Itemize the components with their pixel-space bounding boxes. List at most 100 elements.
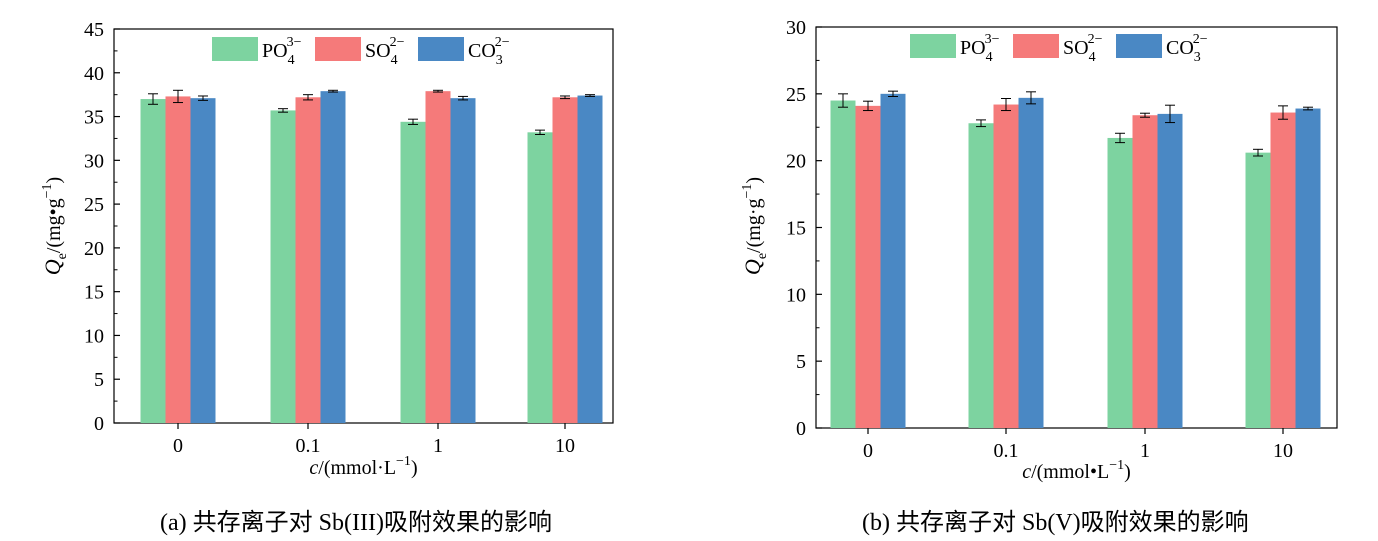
x-tick-label: 1 (433, 435, 443, 457)
bar-so-3 (552, 97, 578, 423)
x-axis-title-close: ) (1124, 461, 1131, 483)
bar-so-3 (1270, 112, 1296, 429)
legend-label-co: CO3 2− (1166, 32, 1208, 65)
x-axis-title: c/(mmol·L−1) (309, 454, 417, 479)
x-axis-title-var: c (1022, 461, 1031, 483)
legend-sup: 2− (1088, 32, 1103, 47)
legend-swatch-co (1116, 34, 1162, 58)
legend-label-co: CO3 2− (468, 35, 510, 68)
legend-sup: 2− (390, 35, 405, 50)
y-tick-label: 40 (84, 63, 104, 85)
x-axis-title-unit: /(mmol·L (318, 457, 396, 479)
legend-swatch-po (910, 34, 956, 58)
y-tick-label: 20 (786, 151, 806, 173)
bar-po-1 (270, 110, 296, 423)
y-axis-title-unit: /(mg·g (743, 199, 765, 253)
y-tick-label: 0 (94, 413, 104, 435)
x-tick-label: 1 (1140, 440, 1150, 462)
y-axis-title-sub: e (55, 253, 70, 259)
x-axis-title-unit: /(mmol•L (1031, 461, 1109, 483)
y-tick-label: 15 (786, 218, 806, 240)
legend-base: PO (262, 40, 288, 62)
bar-co-1 (320, 91, 346, 424)
legend-base: CO (468, 40, 496, 62)
bar-so-1 (993, 104, 1019, 428)
y-tick-label: 5 (94, 369, 104, 391)
y-tick-label: 45 (84, 19, 104, 41)
bar-so-2 (425, 91, 451, 424)
bar-so-0 (855, 105, 881, 428)
y-tick-label: 10 (84, 325, 104, 347)
legend-sup: 2− (1193, 32, 1208, 47)
bar-po-3 (1245, 152, 1271, 428)
y-tick-label: 15 (84, 282, 104, 304)
y-axis-title: Qe/(mg·g−1) (740, 177, 770, 275)
caption-b: (b) 共存离子对 Sb(V)吸附效果的影响 (862, 510, 1249, 536)
x-tick-label: 0 (173, 435, 183, 457)
legend-sub: 3 (1194, 50, 1201, 65)
legend-label-po: PO4 3− (960, 32, 1000, 65)
legend-sub: 4 (1089, 50, 1096, 65)
legend-swatch-so (1013, 34, 1059, 58)
legend-base: PO (960, 37, 986, 59)
bar-po-1 (968, 123, 994, 429)
bar-po-0 (830, 100, 856, 429)
bar-po-0 (140, 99, 166, 424)
bar-so-0 (165, 96, 191, 423)
bar-so-2 (1132, 115, 1158, 428)
bar-co-3 (1295, 108, 1321, 428)
x-axis-title-sup: −1 (1109, 458, 1124, 473)
x-tick-label: 10 (555, 435, 575, 457)
bar-po-2 (1107, 137, 1133, 428)
legend-base: CO (1166, 37, 1194, 59)
legend-sub: 4 (288, 53, 295, 68)
bar-co-0 (190, 98, 216, 424)
legend-sub: 4 (986, 50, 993, 65)
bar-co-2 (450, 98, 476, 424)
y-axis-title: Qe/(mg•g−1) (40, 177, 70, 275)
y-axis-title-close: ) (43, 177, 65, 184)
legend-swatch-co (418, 37, 464, 61)
bar-so-1 (295, 97, 321, 423)
legend-label-so: SO4 2− (1063, 32, 1103, 65)
x-tick-label: 0.1 (994, 440, 1019, 462)
bar-po-2 (400, 121, 426, 423)
legend-sup: 2− (495, 35, 510, 50)
legend-swatch-po (212, 37, 258, 61)
y-axis-title-var: Q (740, 259, 765, 275)
x-tick-label: 0 (863, 440, 873, 462)
x-tick-label: 10 (1273, 440, 1293, 462)
x-axis-title-sup: −1 (396, 454, 411, 469)
legend-sup: 3− (985, 32, 1000, 47)
legend-sup: 3− (287, 35, 302, 50)
y-axis-title-close: ) (743, 177, 765, 184)
y-tick-label: 20 (84, 238, 104, 260)
y-tick-label: 30 (84, 150, 104, 172)
legend-sub: 3 (496, 53, 503, 68)
y-axis-title-var: Q (40, 259, 65, 275)
bar-po-3 (527, 132, 553, 423)
x-axis-title: c/(mmol•L−1) (1022, 458, 1131, 483)
legend-swatch-so (315, 37, 361, 61)
y-axis-title-sub: e (755, 253, 770, 259)
y-axis-title-sup: −1 (40, 183, 55, 198)
y-tick-label: 5 (796, 351, 806, 373)
bar-co-1 (1018, 97, 1044, 429)
y-tick-label: 35 (84, 107, 104, 129)
caption-a: (a) 共存离子对 Sb(III)吸附效果的影响 (160, 510, 552, 536)
x-axis-title-var: c (309, 457, 318, 479)
y-tick-label: 10 (786, 284, 806, 306)
legend-label-so: SO4 2− (365, 35, 405, 68)
y-tick-label: 25 (786, 84, 806, 106)
x-axis-title-close: ) (411, 457, 418, 479)
bar-co-2 (1157, 113, 1183, 428)
legend-base: SO (365, 40, 391, 62)
y-tick-label: 25 (84, 194, 104, 216)
bar-co-0 (880, 93, 906, 428)
legend-label-po: PO4 3− (262, 35, 302, 68)
legend-base: SO (1063, 37, 1089, 59)
y-axis-title-sup: −1 (740, 184, 755, 199)
